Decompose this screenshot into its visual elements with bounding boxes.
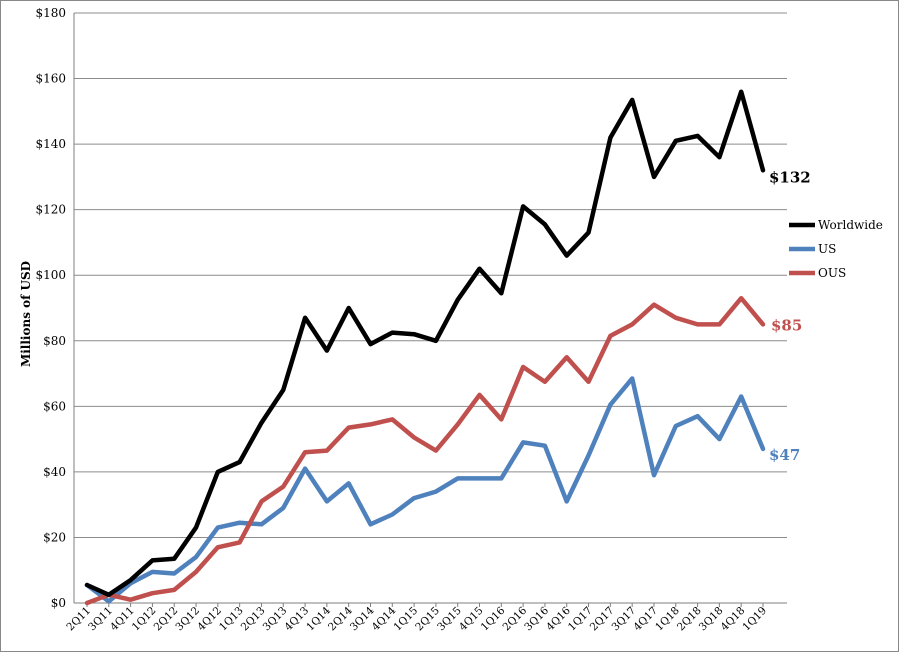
y-tick-label: $180 <box>35 6 66 20</box>
x-tick-label: 3Q15 <box>435 605 464 634</box>
x-tick-label: 1Q19 <box>740 605 769 634</box>
end-labels: $132 $47 $85 <box>769 168 811 464</box>
x-tick-label: 1Q12 <box>130 605 159 634</box>
series-line-us <box>84 376 766 604</box>
y-tick-label: $80 <box>43 334 66 348</box>
x-tick-label: 4Q17 <box>631 605 660 634</box>
y-tick-label: $100 <box>35 268 66 282</box>
x-tick-label: 3Q17 <box>610 605 639 634</box>
x-tick-label: 3Q13 <box>261 605 290 634</box>
y-axis-label: Millions of USD <box>19 261 33 367</box>
x-tick-label: 2Q18 <box>675 605 704 634</box>
x-tick-label: 1Q13 <box>217 605 246 634</box>
x-tick-label: 1Q17 <box>566 605 595 634</box>
legend-label-worldwide: Worldwide <box>818 218 883 232</box>
y-tick-label: $120 <box>35 203 66 217</box>
y-tick-label: $20 <box>43 530 66 544</box>
y-tick-label: $140 <box>35 137 66 151</box>
x-tick-label: 2Q13 <box>239 605 268 634</box>
x-tick-label: 4Q18 <box>719 605 748 634</box>
x-tick-label: 2Q11 <box>64 605 93 634</box>
x-tick-label: 2Q15 <box>413 605 442 634</box>
x-tick-label: 4Q12 <box>195 605 224 634</box>
axis-layer: $0$20$40$60$80$100$120$140$160$1802Q113Q… <box>35 6 787 633</box>
y-tick-label: $160 <box>35 72 66 86</box>
x-tick-label: 4Q13 <box>282 605 311 634</box>
y-tick-label: $0 <box>51 596 66 610</box>
x-tick-label: 3Q18 <box>697 605 726 634</box>
series-line-worldwide <box>84 89 766 598</box>
y-tick-label: $60 <box>43 399 66 413</box>
x-tick-label: 3Q12 <box>173 605 202 634</box>
series-line-ous <box>84 295 766 606</box>
x-tick-label: 2Q12 <box>152 605 181 634</box>
legend: Worldwide US OUS <box>789 218 883 280</box>
x-tick-label: 4Q11 <box>108 605 137 634</box>
end-label-worldwide: $132 <box>769 168 811 186</box>
series-layer <box>84 89 766 606</box>
y-tick-label: $40 <box>43 465 66 479</box>
end-label-us: $47 <box>769 446 800 464</box>
legend-label-us: US <box>818 242 836 256</box>
x-tick-label: 1Q18 <box>653 605 682 634</box>
end-label-ous: $85 <box>771 316 802 334</box>
x-tick-label: 2Q17 <box>588 605 617 634</box>
x-tick-label: 4Q15 <box>457 605 486 634</box>
x-tick-label: 1Q15 <box>391 605 420 634</box>
x-tick-label: 3Q11 <box>86 605 115 634</box>
legend-label-ous: OUS <box>818 266 846 280</box>
grid-layer <box>74 12 787 538</box>
